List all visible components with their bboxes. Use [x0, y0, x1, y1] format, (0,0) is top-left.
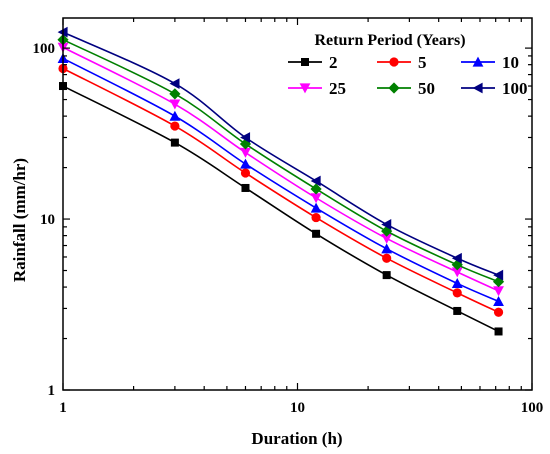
- x-axis-title: Duration (h): [251, 429, 342, 448]
- legend-item-2: 2: [288, 53, 338, 72]
- series-line-2: [62, 85, 499, 333]
- data-point: [310, 193, 322, 204]
- data-point: [310, 175, 321, 187]
- data-point: [493, 295, 504, 306]
- legend-marker: [299, 83, 311, 94]
- plot-frame: [62, 17, 533, 391]
- data-point: [169, 110, 181, 121]
- data-point: [169, 78, 180, 89]
- data-point: [493, 269, 504, 281]
- data-point: [382, 271, 391, 280]
- series-100: [57, 26, 504, 281]
- plot-group: [57, 26, 505, 336]
- data-point: [240, 147, 251, 158]
- series-2: [59, 82, 503, 336]
- legend-title: Return Period (Years): [314, 32, 465, 49]
- x-tick-label: 10: [290, 400, 305, 416]
- legend-label: 100: [502, 79, 528, 98]
- data-point: [492, 276, 505, 288]
- data-point: [241, 183, 250, 192]
- legend-label: 50: [418, 79, 435, 98]
- series-line-100: [62, 31, 499, 276]
- data-point: [451, 278, 463, 289]
- data-point: [381, 233, 393, 244]
- series-25: [57, 42, 504, 297]
- data-point: [312, 229, 321, 238]
- data-point: [451, 267, 463, 278]
- series-line-25: [62, 46, 499, 292]
- legend-label: 2: [329, 53, 338, 72]
- data-point: [381, 219, 392, 230]
- data-point: [381, 243, 393, 254]
- data-point: [310, 202, 322, 213]
- series-line-5: [62, 67, 499, 313]
- data-point: [240, 168, 251, 178]
- data-point: [452, 288, 462, 298]
- legend-item-50: 50: [377, 79, 435, 98]
- legend-label: 5: [418, 53, 427, 72]
- x-tick-label: 1: [59, 400, 67, 416]
- legend-marker: [388, 82, 400, 94]
- axis-group: 1 10 100 1 10 100: [33, 17, 544, 416]
- legend-marker: [389, 57, 399, 67]
- legend-marker: [472, 56, 484, 67]
- y-tick-label: 100: [33, 41, 56, 57]
- legend-item-10: 10: [461, 53, 519, 72]
- legend-item-25: 25: [288, 79, 346, 98]
- x-tick-label: 100: [521, 400, 544, 416]
- data-point: [453, 306, 462, 315]
- data-point: [240, 158, 251, 169]
- data-point: [169, 88, 181, 100]
- data-point: [493, 307, 504, 317]
- data-point: [494, 327, 503, 336]
- data-point: [493, 286, 504, 297]
- legend-label: 10: [502, 53, 519, 72]
- data-point: [382, 253, 392, 263]
- y-axis-title: Rainfall (mm/hr): [10, 158, 29, 282]
- y-tick-label: 1: [48, 383, 56, 399]
- y-tick-label: 10: [40, 212, 55, 228]
- data-point: [169, 99, 181, 110]
- series-10: [57, 53, 504, 306]
- series-5: [58, 63, 504, 317]
- legend-item-5: 5: [377, 53, 427, 72]
- legend-item-100: 100: [461, 79, 528, 98]
- legend-label: 25: [329, 79, 346, 98]
- data-point: [311, 212, 321, 223]
- data-point: [451, 259, 463, 271]
- data-point: [240, 132, 251, 143]
- legend-marker: [301, 58, 309, 66]
- data-point: [170, 138, 179, 147]
- data-point: [451, 252, 462, 264]
- series-line-10: [62, 57, 499, 303]
- legend-marker: [472, 82, 483, 94]
- data-point: [170, 121, 180, 131]
- data-point: [310, 183, 322, 195]
- series-line-50: [62, 38, 499, 283]
